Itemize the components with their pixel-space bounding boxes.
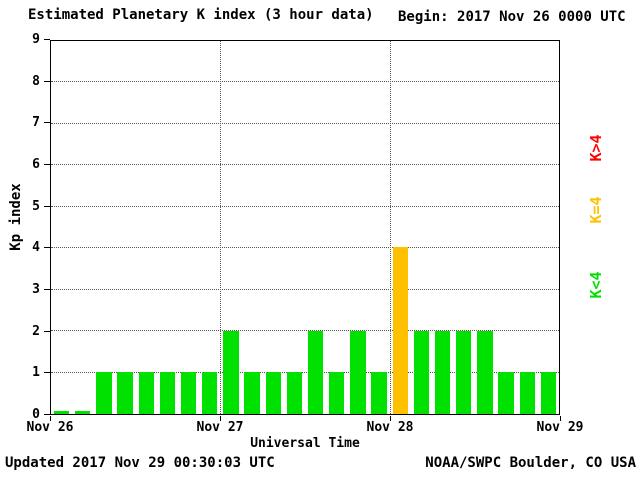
gridline-horizontal	[51, 205, 559, 207]
y-tick	[44, 164, 50, 165]
source-credit: NOAA/SWPC Boulder, CO USA	[425, 455, 636, 471]
y-tick-label: 6	[32, 157, 40, 172]
kp-bar	[329, 372, 345, 414]
kp-bar	[540, 372, 557, 414]
kp-bar	[117, 372, 133, 414]
gridline-vertical	[389, 41, 391, 414]
kp-bar	[265, 372, 281, 414]
kp-bar	[96, 372, 112, 414]
kp-bar	[434, 330, 451, 414]
x-tick	[560, 416, 561, 421]
y-tick-label: 1	[32, 365, 40, 381]
y-tick-label: 9	[32, 32, 40, 47]
gridline-horizontal	[51, 330, 559, 332]
x-tick	[50, 416, 51, 421]
kp-bar	[159, 372, 176, 414]
x-tick	[220, 416, 221, 421]
kp-bar	[53, 411, 70, 414]
kp-bar	[498, 372, 514, 414]
kp-bar	[138, 372, 154, 414]
legend-k-eq-4: K=4	[587, 196, 605, 224]
gridline-vertical	[220, 41, 222, 414]
y-tick-label: 5	[32, 198, 40, 214]
kp-bar	[350, 330, 366, 414]
gridline-horizontal	[51, 122, 559, 124]
y-tick	[44, 80, 50, 82]
plot-area	[50, 40, 560, 415]
y-tick	[44, 39, 50, 40]
y-tick	[44, 414, 50, 415]
y-tick	[44, 205, 50, 207]
kp-bar	[202, 372, 218, 414]
x-tick-label: Nov 29	[536, 420, 584, 435]
gridline-horizontal	[51, 247, 559, 249]
y-tick-label: 7	[32, 115, 40, 131]
begin-label: Begin:	[398, 9, 449, 25]
kp-bar	[519, 372, 535, 414]
y-tick	[44, 122, 50, 124]
begin-value: 2017 Nov 26 0000 UTC	[457, 9, 626, 25]
y-tick-label: 4	[32, 240, 40, 256]
y-tick	[44, 330, 50, 332]
kp-bar	[413, 330, 430, 414]
x-axis-label: Universal Time	[250, 436, 360, 451]
y-tick-label: 2	[32, 323, 40, 339]
gridline-horizontal	[51, 81, 559, 83]
gridline-horizontal	[51, 288, 559, 290]
y-tick-label: 0	[32, 407, 40, 422]
begin-timestamp: Begin: 2017 Nov 26 0000 UTC	[398, 9, 626, 25]
legend-k-lt-4: K<4	[587, 271, 605, 299]
y-tick	[44, 289, 50, 290]
kp-bar	[244, 372, 260, 414]
kp-bar	[307, 330, 324, 414]
kp-bar	[371, 372, 387, 414]
kp-bar	[223, 330, 239, 414]
kp-bar	[180, 372, 197, 414]
updated-timestamp: Updated 2017 Nov 29 00:30:03 UTC	[5, 455, 275, 471]
kp-bar	[392, 247, 408, 414]
gridline-horizontal	[51, 164, 559, 166]
x-tick-label: Nov 26	[26, 420, 74, 435]
kp-bar	[456, 330, 472, 414]
y-tick-label: 8	[32, 73, 40, 89]
kp-bar	[286, 372, 303, 414]
x-tick-label: Nov 27	[196, 420, 244, 435]
gridline-horizontal	[51, 371, 559, 373]
x-tick	[390, 416, 391, 421]
y-tick	[44, 247, 50, 249]
kp-bar	[75, 411, 91, 414]
y-tick	[44, 372, 50, 374]
y-tick-label: 3	[32, 282, 40, 297]
chart-title: Estimated Planetary K index (3 hour data…	[28, 7, 374, 23]
x-tick-label: Nov 28	[366, 420, 414, 435]
kp-bar	[477, 330, 493, 414]
